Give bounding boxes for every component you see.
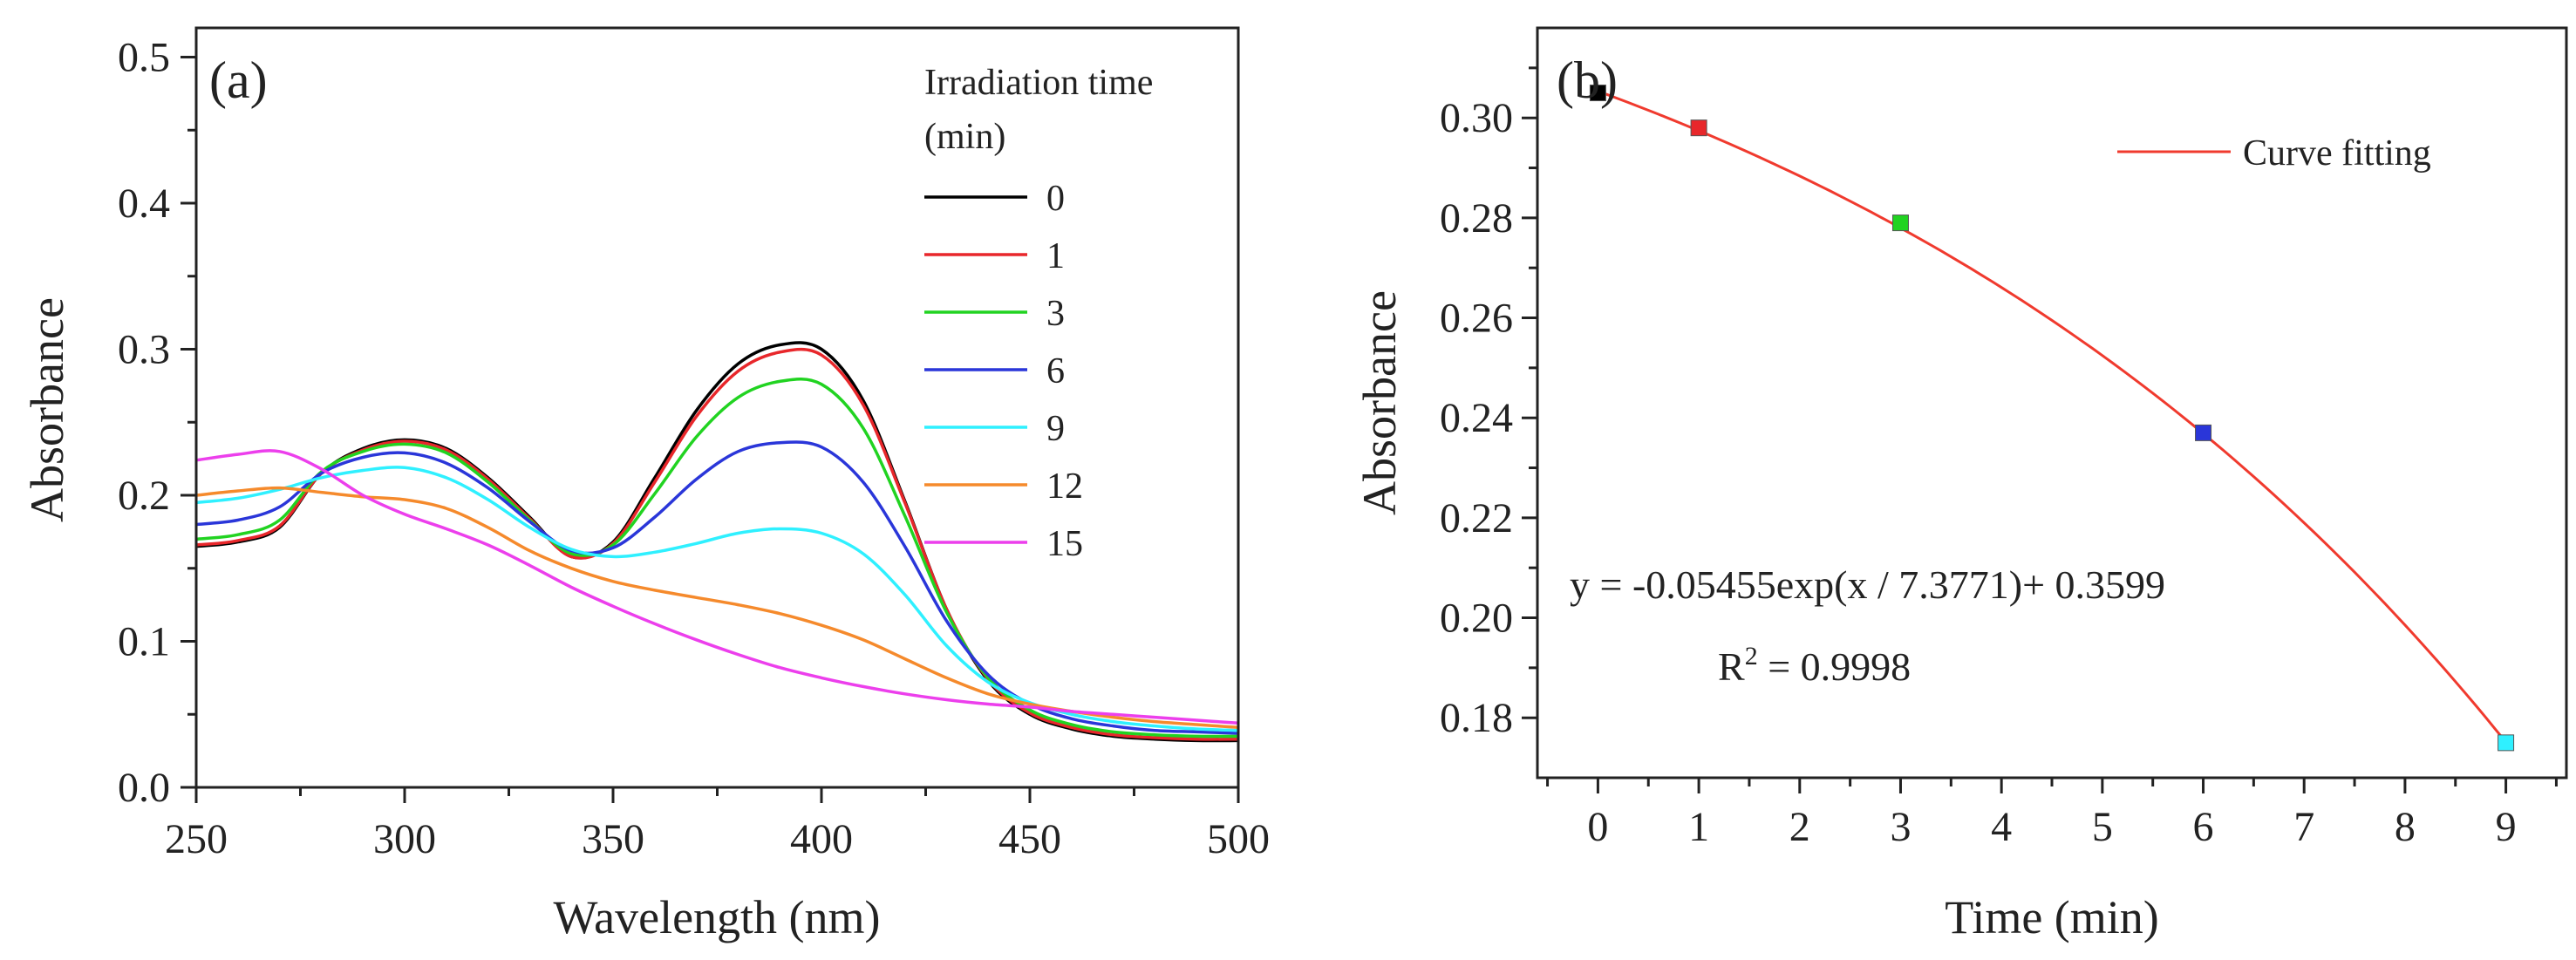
chart-b-x-tick-label: 6 xyxy=(2193,804,2214,850)
chart-a-plot-frame xyxy=(194,26,1240,789)
chart-b-data-point xyxy=(1891,214,1909,232)
chart-b-x-tick-label: 5 xyxy=(2092,804,2113,850)
chart-a-absorbance-spectra: 250 300 350 400 450 500 0.0 0.1 0.2 0.3 0.4 0.5 (a)… xyxy=(21,26,1270,943)
chart-b-r-squared-prefix: R xyxy=(1718,644,1745,689)
chart-a-x-tick-label: 350 xyxy=(582,816,644,862)
chart-a-series-line-1 xyxy=(196,347,1238,741)
chart-a-legend-label-0: 0 xyxy=(1046,179,1065,219)
chart-a-series-line-15 xyxy=(196,449,1238,725)
chart-a-y-tick-label: 0.1 xyxy=(118,619,170,665)
chart-b-y-tick-label: 0.28 xyxy=(1440,195,1513,242)
chart-a-y-tick-label: 0.2 xyxy=(118,473,170,519)
chart-b-r-squared: R2 = 0.9998 xyxy=(1718,642,1911,689)
chart-a-y-tick-label: 0.4 xyxy=(118,180,170,227)
chart-a-legend-label-15: 15 xyxy=(1046,524,1083,564)
chart-b-absorbance-vs-time: 0 1 2 3 4 5 6 7 8 9 0.18 0.20 0.22 0.24 0.26 0.28 0.30 (… xyxy=(1353,26,2568,943)
chart-a-y-tick-label: 0.5 xyxy=(118,35,170,81)
chart-a-legend-label-12: 12 xyxy=(1046,466,1083,507)
chart-b-y-tick-label: 0.18 xyxy=(1440,695,1513,741)
chart-b-x-tick-label: 4 xyxy=(1991,804,2012,850)
chart-a-series-line-3 xyxy=(196,377,1238,739)
chart-a-legend-label-6: 6 xyxy=(1046,351,1065,391)
chart-a-y-tick-label: 0.3 xyxy=(118,327,170,373)
chart-b-x-tick-label: 9 xyxy=(2496,804,2517,850)
chart-b-x-tick-label: 3 xyxy=(1890,804,1911,850)
chart-b-panel-label: (b) xyxy=(1557,51,1618,109)
chart-b-plot-frame xyxy=(1536,26,2568,780)
chart-b-data-point xyxy=(1589,85,1606,102)
chart-a-series-line-6 xyxy=(196,440,1238,735)
chart-b-data-point xyxy=(2195,424,2212,441)
chart-b-x-tick-label: 7 xyxy=(2293,804,2314,850)
chart-a-legend-label-3: 3 xyxy=(1046,294,1065,334)
chart-a-x-tick-label: 250 xyxy=(165,816,228,862)
chart-b-r-squared-value: = 0.9998 xyxy=(1758,644,1911,689)
chart-a-panel-label: (a) xyxy=(209,51,268,109)
chart-a-x-tick-label: 500 xyxy=(1207,816,1270,862)
chart-b-y-tick-label: 0.24 xyxy=(1440,395,1513,441)
chart-b-legend-fit-label: Curve fitting xyxy=(2243,133,2431,174)
chart-a-legend-title-line2: (min) xyxy=(924,117,1005,157)
chart-b-fit-equation: y = -0.05455exp(x / 7.3771)+ 0.3599 xyxy=(1570,562,2165,607)
chart-a-legend-label-9: 9 xyxy=(1046,409,1065,449)
chart-b-y-tick-label: 0.26 xyxy=(1440,296,1513,342)
chart-b-x-tick-label: 8 xyxy=(2395,804,2416,850)
chart-b-x-tick-label: 0 xyxy=(1587,804,1608,850)
chart-a-legend-label-1: 1 xyxy=(1046,236,1065,276)
chart-a-legend: 0 1 3 6 9 12 15 xyxy=(924,179,1083,564)
chart-b-x-tick-label: 2 xyxy=(1789,804,1810,850)
chart-a-x-tick-label: 450 xyxy=(998,816,1061,862)
chart-b-data-point xyxy=(2498,734,2515,752)
chart-a-y-tick-label: 0.0 xyxy=(118,765,170,811)
chart-b-x-axis-title: Time (min) xyxy=(1945,891,2159,943)
chart-a-x-tick-label: 300 xyxy=(373,816,436,862)
chart-a-legend-title-line1: Irradiation time xyxy=(924,63,1153,103)
chart-a-series-line-9 xyxy=(196,466,1238,732)
chart-b-y-tick-label: 0.30 xyxy=(1440,95,1513,141)
chart-b-y-axis-title: Absorbance xyxy=(1353,290,1406,515)
chart-b-r-squared-sup: 2 xyxy=(1745,642,1758,671)
chart-a-x-tick-label: 400 xyxy=(790,816,853,862)
chart-a-x-axis-title: Wavelength (nm) xyxy=(553,891,880,943)
chart-b-x-tick-label: 1 xyxy=(1688,804,1709,850)
chart-b-y-tick-label: 0.20 xyxy=(1440,596,1513,642)
chart-b-y-tick-label: 0.22 xyxy=(1440,495,1513,541)
chart-b-fit-curve xyxy=(1597,90,2507,744)
chart-a-y-axis-title: Absorbance xyxy=(21,297,73,522)
chart-b-data-point xyxy=(1690,119,1707,137)
